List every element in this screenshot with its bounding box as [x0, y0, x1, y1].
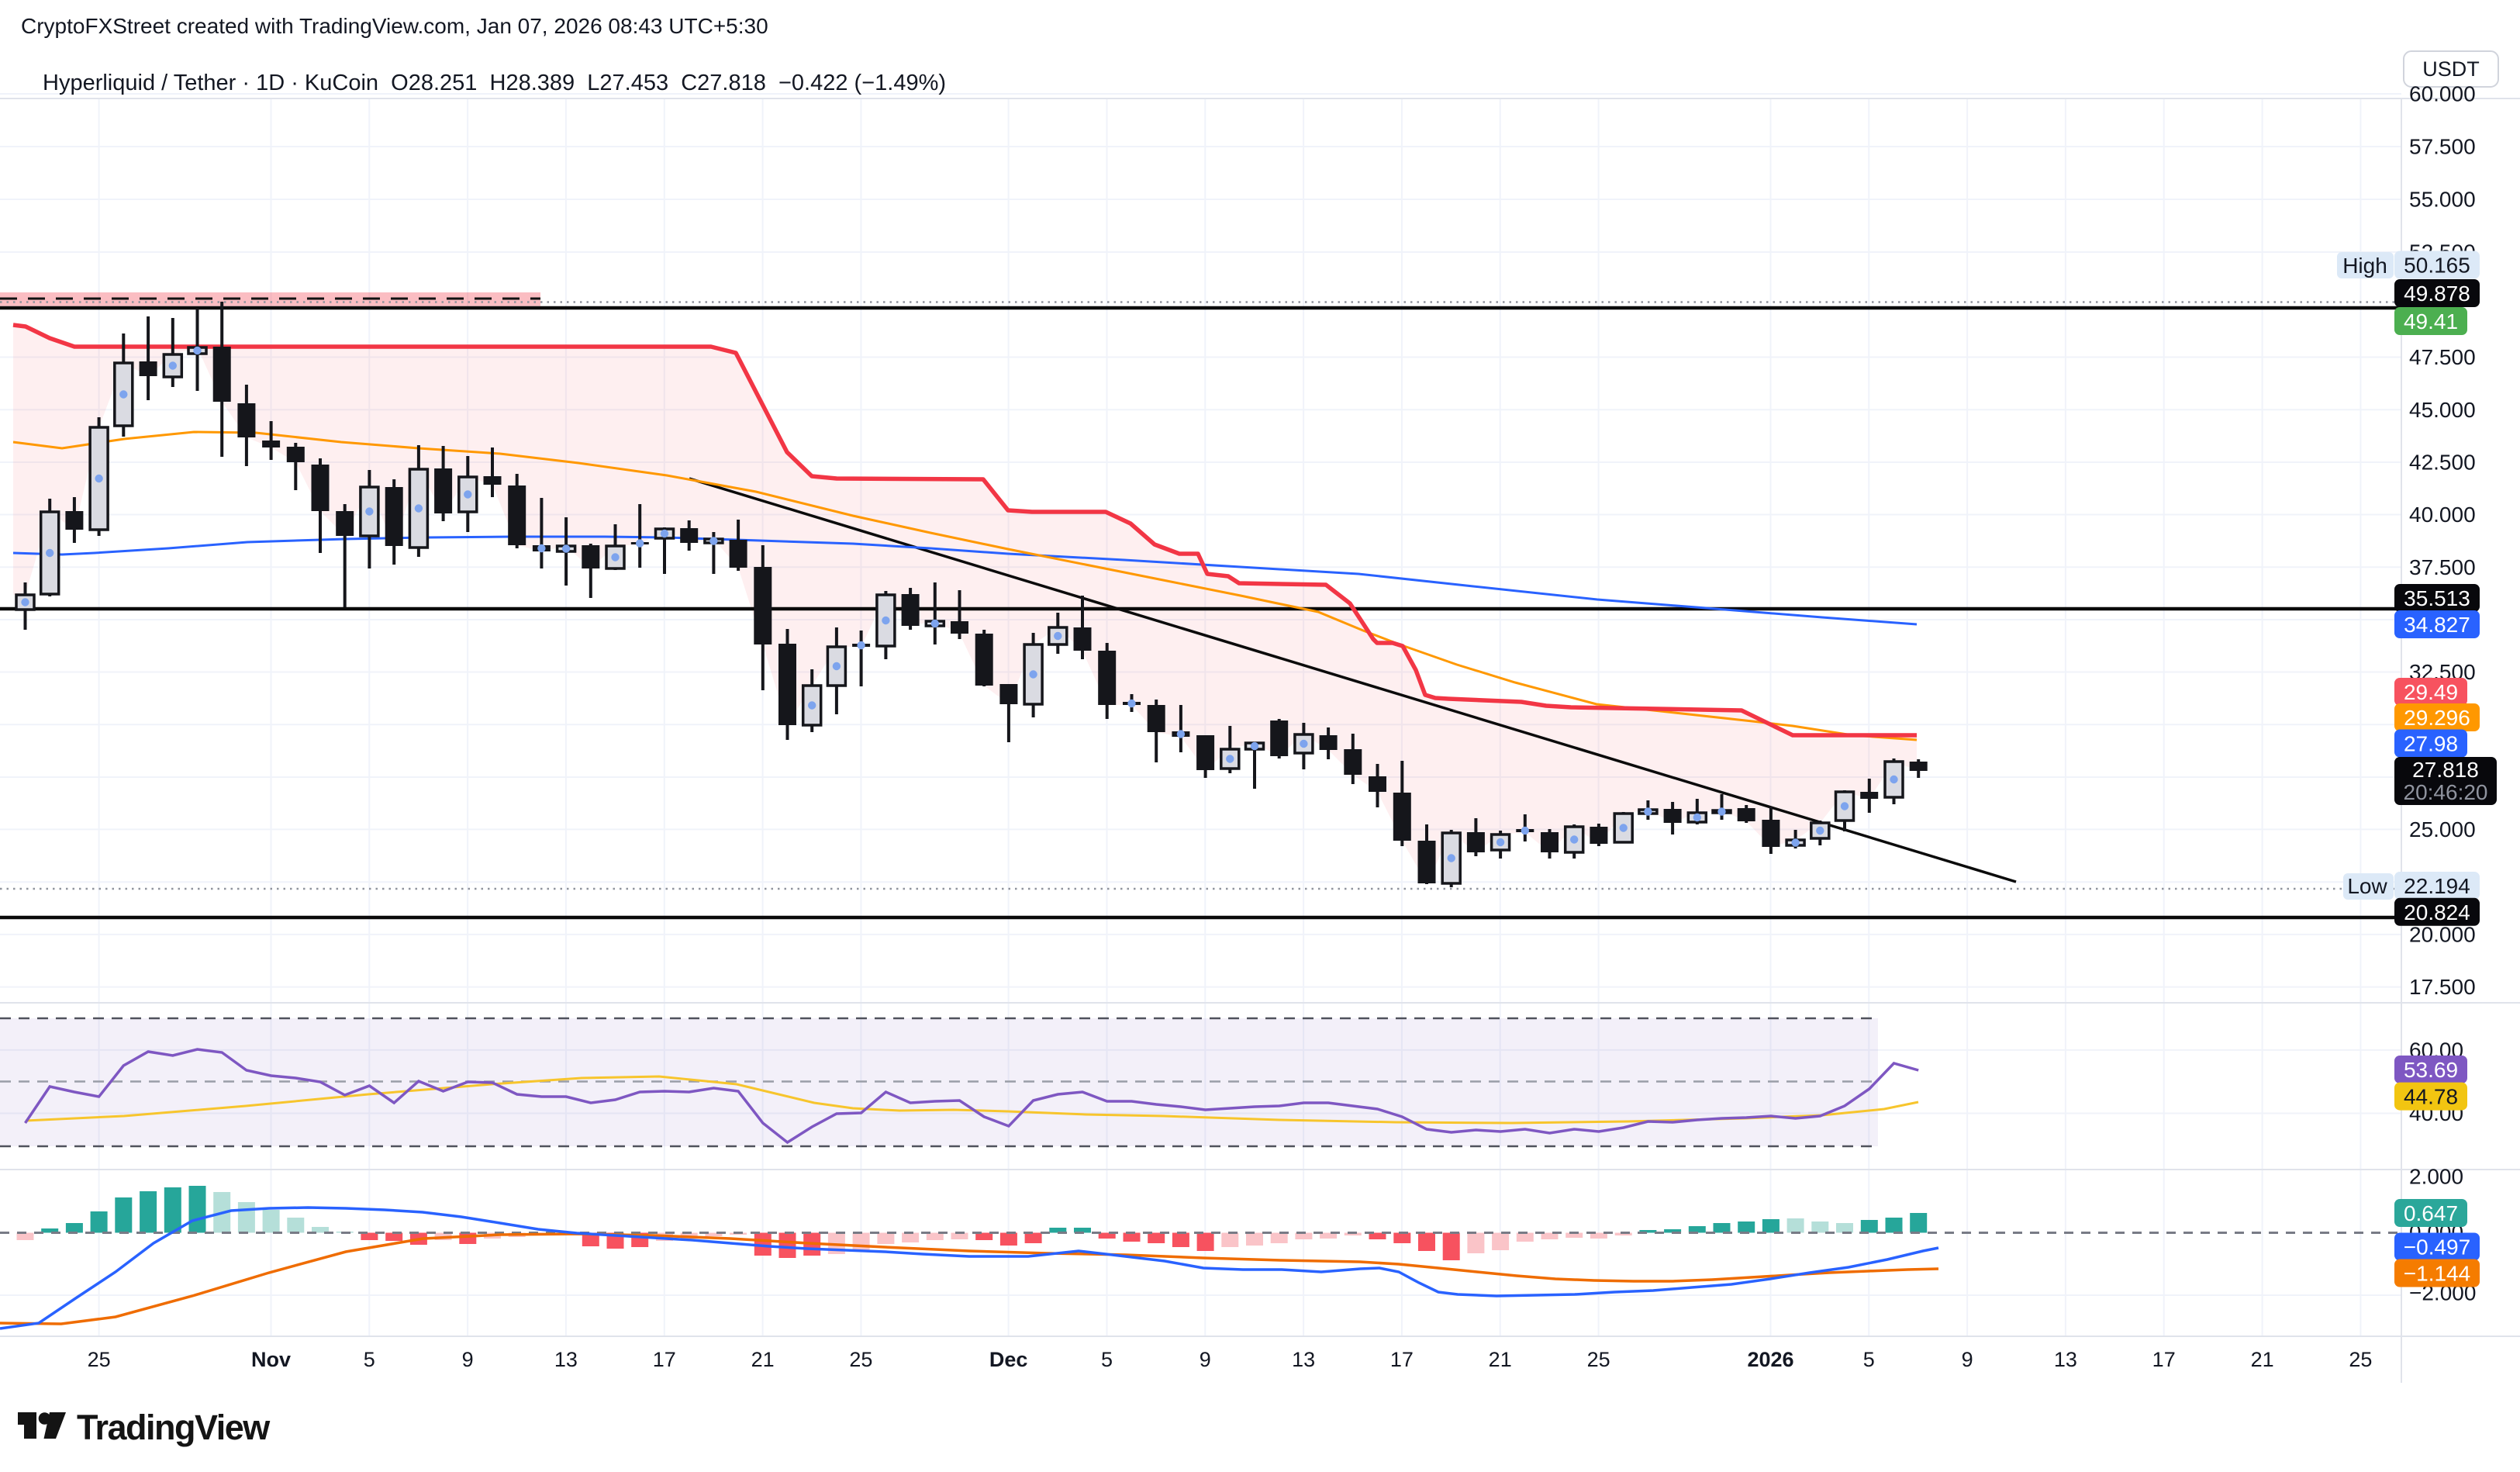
- svg-text:29.296: 29.296: [2404, 706, 2470, 730]
- svg-text:27.98: 27.98: [2404, 732, 2458, 756]
- svg-text:17: 17: [2152, 1348, 2176, 1371]
- svg-text:USDT: USDT: [2422, 57, 2480, 81]
- svg-text:47.500: 47.500: [2409, 345, 2476, 369]
- svg-text:5: 5: [1863, 1348, 1875, 1371]
- svg-text:17.500: 17.500: [2409, 975, 2476, 999]
- svg-text:37.500: 37.500: [2409, 555, 2476, 579]
- svg-text:13: 13: [2054, 1348, 2077, 1371]
- svg-text:44.78: 44.78: [2404, 1085, 2458, 1109]
- svg-text:34.827: 34.827: [2404, 613, 2470, 637]
- svg-text:2026: 2026: [1747, 1348, 1793, 1371]
- svg-text:17: 17: [1390, 1348, 1414, 1371]
- svg-text:20:46:20: 20:46:20: [2404, 780, 2488, 804]
- svg-text:13: 13: [554, 1348, 578, 1371]
- svg-text:25: 25: [88, 1348, 111, 1371]
- svg-text:55.000: 55.000: [2409, 188, 2476, 212]
- svg-text:49.878: 49.878: [2404, 282, 2470, 306]
- svg-text:5: 5: [364, 1348, 375, 1371]
- svg-text:40.000: 40.000: [2409, 503, 2476, 527]
- svg-text:25: 25: [2349, 1348, 2372, 1371]
- svg-text:25: 25: [1587, 1348, 1610, 1371]
- svg-text:25.000: 25.000: [2409, 817, 2476, 841]
- svg-text:20.000: 20.000: [2409, 922, 2476, 946]
- svg-text:5: 5: [1101, 1348, 1113, 1371]
- svg-text:9: 9: [462, 1348, 474, 1371]
- svg-text:High: High: [2342, 254, 2387, 278]
- svg-text:35.513: 35.513: [2404, 586, 2470, 610]
- svg-text:20.824: 20.824: [2404, 900, 2470, 924]
- svg-text:49.41: 49.41: [2404, 309, 2458, 333]
- svg-text:21: 21: [751, 1348, 775, 1371]
- svg-text:13: 13: [1292, 1348, 1315, 1371]
- svg-text:21: 21: [2251, 1348, 2274, 1371]
- svg-text:Nov: Nov: [251, 1348, 291, 1371]
- svg-text:9: 9: [1200, 1348, 1211, 1371]
- svg-text:21: 21: [1489, 1348, 1512, 1371]
- svg-text:25: 25: [849, 1348, 872, 1371]
- svg-text:53.69: 53.69: [2404, 1058, 2458, 1082]
- svg-text:0.647: 0.647: [2404, 1201, 2458, 1225]
- svg-text:CryptoFXStreet created with Tr: CryptoFXStreet created with TradingView.…: [21, 14, 768, 38]
- svg-text:TradingView: TradingView: [77, 1408, 271, 1447]
- svg-text:9: 9: [1962, 1348, 1973, 1371]
- svg-text:Low: Low: [2347, 874, 2387, 898]
- svg-text:2.000: 2.000: [2409, 1165, 2463, 1189]
- svg-text:50.165: 50.165: [2404, 254, 2470, 278]
- svg-text:42.500: 42.500: [2409, 451, 2476, 475]
- svg-text:−0.497: −0.497: [2404, 1235, 2470, 1259]
- svg-text:45.000: 45.000: [2409, 398, 2476, 422]
- svg-text:27.818: 27.818: [2412, 758, 2479, 782]
- svg-text:57.500: 57.500: [2409, 135, 2476, 159]
- svg-text:22.194: 22.194: [2404, 874, 2470, 898]
- svg-text:Hyperliquid / Tether · 1D · Ku: Hyperliquid / Tether · 1D · KuCoin O28.2…: [43, 71, 946, 95]
- svg-text:17: 17: [653, 1348, 676, 1371]
- svg-text:−1.144: −1.144: [2404, 1262, 2470, 1286]
- svg-text:29.49: 29.49: [2404, 680, 2458, 704]
- svg-text:60.000: 60.000: [2409, 82, 2476, 106]
- svg-text:Dec: Dec: [989, 1348, 1028, 1371]
